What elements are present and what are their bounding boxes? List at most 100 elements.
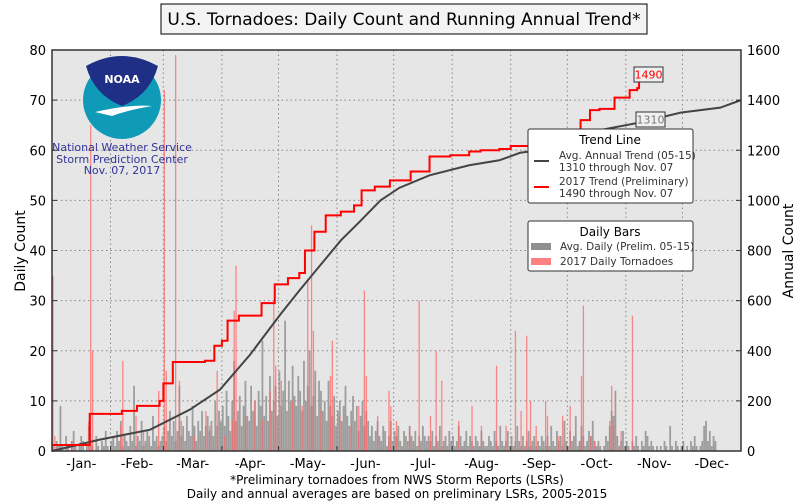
daily-2017-bar <box>158 390 160 451</box>
avg-daily-bar <box>386 445 388 451</box>
daily-2017-bar <box>307 280 309 451</box>
avg-daily-bar <box>522 435 524 451</box>
daily-2017-bar <box>208 425 211 451</box>
avg-daily-bar <box>616 435 619 451</box>
avg-daily-bar <box>703 425 706 451</box>
x-tick-label: -Oct- <box>580 457 613 472</box>
avg-daily-bar <box>572 435 575 451</box>
avg-daily-bar <box>403 430 405 451</box>
y-tick-label: 10 <box>29 395 46 410</box>
avg-daily-bar <box>263 415 266 451</box>
avg-daily-bar <box>571 440 573 451</box>
avg-daily-bar <box>425 440 428 451</box>
avg-daily-bar <box>186 415 188 451</box>
chart-title: U.S. Tornadoes: Daily Count and Running … <box>167 10 640 30</box>
daily-2017-bar <box>520 410 522 451</box>
avg-daily-bar <box>303 360 305 451</box>
avg-daily-bar <box>663 440 666 451</box>
avg-daily-bar <box>523 445 526 451</box>
y2-tick-label: 1000 <box>747 194 780 209</box>
avg-daily-bar <box>72 430 75 451</box>
avg-daily-bar <box>565 440 568 451</box>
legend-trend: Trend Line Avg. Annual Trend (05-15) 131… <box>527 128 696 204</box>
avg-daily-bar <box>478 445 481 451</box>
avg-daily-bar <box>671 445 673 451</box>
avg-daily-bar <box>431 430 434 451</box>
avg-daily-bar <box>427 435 430 451</box>
avg-daily-bar <box>644 430 647 451</box>
daily-2017-bar <box>120 425 122 451</box>
avg-daily-bar <box>150 445 152 451</box>
avg-daily-bar <box>459 435 462 451</box>
legend-avg-line1: Avg. Annual Trend (05-15) <box>559 150 696 162</box>
avg-daily-bar <box>337 410 339 451</box>
daily-2017-bar <box>365 375 367 451</box>
legend-bars: Daily Bars Avg. Daily (Prelim. 05-15) 20… <box>527 220 694 272</box>
avg-daily-bar <box>450 440 453 451</box>
avg-daily-bar <box>140 420 143 451</box>
avg-daily-bar <box>707 440 709 451</box>
y-tick-label: 20 <box>29 345 46 360</box>
avg-daily-bar <box>361 400 364 451</box>
avg-daily-bar <box>267 420 269 451</box>
daily-2017-bar <box>90 125 92 451</box>
avg-daily-bar <box>371 425 373 451</box>
avg-daily-bar <box>412 440 415 451</box>
avg-daily-bar <box>691 445 694 451</box>
avg-daily-bar <box>605 435 607 451</box>
avg-daily-bar <box>656 445 658 451</box>
y-tick-label: 70 <box>29 94 46 109</box>
avg-daily-bar <box>352 395 354 451</box>
daily-2017-bar <box>273 300 275 451</box>
avg-daily-bar <box>710 445 713 451</box>
footnote-1: *Preliminary tornadoes from NWS Storm Re… <box>230 473 564 487</box>
avg-daily-bar <box>359 415 362 451</box>
daily-2017-bar <box>52 275 54 451</box>
avg-daily-bar <box>680 445 683 451</box>
avg-daily-bar <box>159 440 162 451</box>
avg-daily-bar <box>465 430 468 451</box>
avg-daily-bar <box>397 425 400 451</box>
avg-daily-bar <box>344 385 347 451</box>
avg-daily-bar <box>623 445 626 451</box>
avg-daily-bar <box>340 420 343 451</box>
avg-daily-bar <box>287 380 290 451</box>
avg-daily-bar <box>136 435 139 451</box>
avg-daily-bar <box>55 440 58 451</box>
avg-daily-bar <box>82 440 84 451</box>
avg-daily-bar <box>699 445 702 451</box>
daily-2017-bar <box>280 380 283 451</box>
avg-daily-bar <box>114 445 117 451</box>
daily-2017-bar <box>582 305 585 451</box>
daily-2017-bar <box>546 415 549 451</box>
avg-daily-bar <box>123 435 126 451</box>
avg-daily-bar <box>221 405 224 451</box>
daily-2017-bar <box>275 365 277 451</box>
x-tick-label: -Apr- <box>235 457 266 472</box>
avg-daily-bar <box>129 425 132 451</box>
y2-tick-label: 1600 <box>747 44 780 59</box>
avg-daily-bar <box>172 420 175 451</box>
avg-daily-bar <box>308 350 311 451</box>
daily-2017-bar <box>620 430 622 451</box>
y2-tick-label: 800 <box>747 245 772 260</box>
avg-daily-bar <box>265 395 268 451</box>
avg-daily-bar <box>146 430 149 451</box>
avg-daily-bar <box>276 415 279 451</box>
logo-line-1: National Weather Service <box>52 141 192 154</box>
avg-daily-bar <box>384 430 387 451</box>
daily-2017-bar <box>594 440 596 451</box>
avg-daily-bar <box>391 440 394 451</box>
avg-daily-bar <box>633 445 636 451</box>
avg-daily-bar <box>316 415 319 451</box>
daily-2017-bar <box>388 390 390 451</box>
daily-2017-bar <box>142 430 145 451</box>
legend-avg-bar-swatch <box>531 243 551 250</box>
avg-daily-bar <box>438 425 441 451</box>
avg-daily-bar <box>550 425 553 451</box>
avg-daily-bar <box>314 370 317 451</box>
daily-2017-bar <box>535 425 537 451</box>
avg-daily-bar <box>304 400 307 451</box>
avg-daily-bar <box>693 435 696 451</box>
avg-daily-bar <box>701 440 704 451</box>
